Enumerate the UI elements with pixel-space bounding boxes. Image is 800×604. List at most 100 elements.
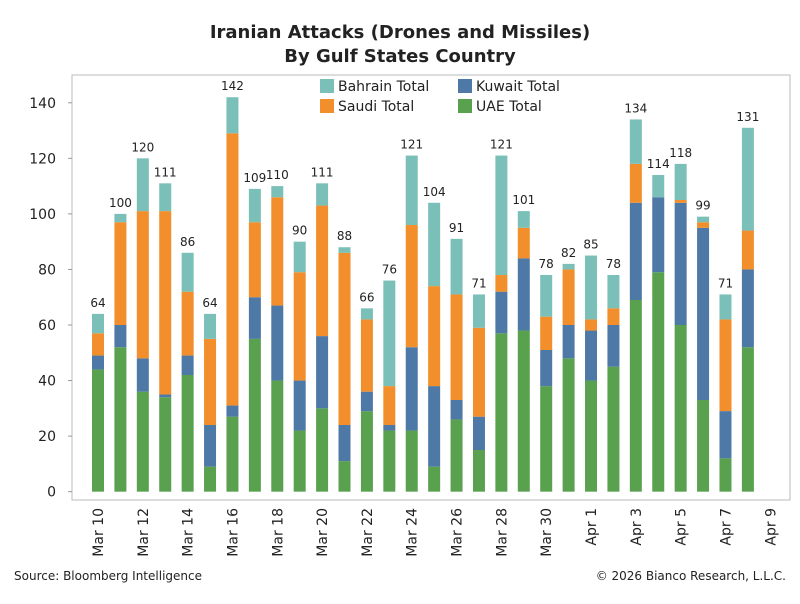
- bar-segment: [383, 280, 396, 387]
- chart-title: Iranian Attacks (Drones and Missiles): [210, 22, 590, 43]
- bar-segment: [405, 430, 418, 492]
- bar-segment: [383, 430, 396, 492]
- bar-segment: [517, 227, 530, 259]
- x-tick-label: Mar 10: [91, 508, 107, 557]
- legend-swatch: [320, 79, 334, 93]
- legend-label: Saudi Total: [338, 99, 414, 115]
- total-label: 111: [311, 165, 334, 179]
- bar-segment: [652, 197, 665, 273]
- bar-segment: [136, 211, 149, 359]
- total-label: 66: [359, 290, 374, 304]
- legend-swatch: [458, 99, 472, 113]
- bar-segment: [450, 400, 463, 420]
- y-tick-label: 120: [29, 151, 56, 167]
- bar-segment: [136, 391, 149, 492]
- bar-segment: [293, 380, 306, 431]
- bar-segment: [741, 230, 754, 270]
- x-tick-label: Apr 5: [674, 508, 690, 546]
- bar-segment: [204, 313, 217, 339]
- bar-segment: [719, 319, 732, 412]
- bar-segment: [741, 269, 754, 348]
- bar-segment: [719, 458, 732, 492]
- y-tick-label: 20: [38, 429, 56, 445]
- bar-segment: [181, 375, 194, 492]
- total-label: 71: [718, 276, 733, 290]
- bar-segment: [360, 308, 373, 320]
- total-label: 101: [512, 193, 535, 207]
- bar-segment: [428, 202, 441, 287]
- bar-segment: [428, 386, 441, 467]
- bar-segment: [629, 202, 642, 300]
- bar-segment: [517, 258, 530, 331]
- bar-segment: [226, 405, 239, 417]
- bar-segment: [271, 380, 284, 492]
- bar-segment: [562, 325, 575, 359]
- bar-segment: [719, 294, 732, 320]
- bar-segment: [204, 466, 217, 492]
- bar-segment: [450, 419, 463, 492]
- bar-segment: [181, 355, 194, 375]
- bar-segment: [383, 386, 396, 425]
- bar-segment: [248, 222, 261, 298]
- bar-segment: [360, 411, 373, 492]
- x-tick-label: Mar 12: [136, 508, 152, 557]
- plot-frame: [71, 74, 791, 501]
- bar-segment: [607, 366, 620, 492]
- bar-segment: [629, 300, 642, 492]
- bar-segment: [226, 133, 239, 406]
- bar-segment: [607, 308, 620, 325]
- bar-segment: [92, 355, 104, 370]
- total-label: 100: [109, 196, 132, 210]
- x-tick-label: Apr 3: [629, 508, 645, 546]
- total-label: 121: [490, 138, 513, 152]
- bar-segment: [741, 347, 754, 492]
- bar-segment: [338, 425, 351, 462]
- bar-segment: [540, 275, 553, 317]
- bar-segment: [540, 350, 553, 387]
- bar-segment: [114, 347, 127, 492]
- bar-segment: [293, 241, 306, 273]
- bar-segment: [719, 411, 732, 459]
- bar-segment: [585, 330, 598, 381]
- bar-segment: [360, 319, 373, 392]
- bar-segment: [405, 225, 418, 348]
- bar-segment: [204, 338, 217, 425]
- y-tick-label: 140: [29, 96, 56, 112]
- bar-segment: [697, 227, 710, 400]
- y-tick-label: 40: [38, 374, 56, 390]
- legend-swatch: [320, 99, 334, 113]
- bar-segment: [136, 358, 149, 392]
- bar-segment: [181, 252, 194, 292]
- legend-swatch: [458, 79, 472, 93]
- x-tick-label: Apr 7: [718, 508, 734, 546]
- total-label: 85: [583, 238, 598, 252]
- chart-subtitle: By Gulf States Country: [284, 46, 516, 67]
- bar-segment: [271, 305, 284, 381]
- bar-segment: [674, 202, 687, 325]
- total-label: 118: [669, 146, 692, 160]
- y-tick-label: 0: [47, 485, 56, 501]
- y-tick-label: 80: [38, 262, 56, 278]
- bar-segment: [652, 272, 665, 492]
- bar-segment: [159, 211, 172, 395]
- bar-segment: [585, 319, 598, 331]
- bar-segment: [697, 222, 710, 228]
- total-label: 86: [180, 235, 195, 249]
- bar-segment: [472, 450, 485, 492]
- bar-segment: [405, 347, 418, 431]
- total-label: 142: [221, 79, 244, 93]
- bar-segment: [316, 408, 329, 492]
- total-label: 78: [606, 257, 621, 271]
- total-label: 104: [423, 185, 446, 199]
- bar-segment: [338, 461, 351, 492]
- bar-segment: [316, 205, 329, 337]
- x-tick-label: Mar 30: [539, 508, 555, 557]
- bar-segment: [204, 425, 217, 467]
- bar-segment: [114, 325, 127, 348]
- bar-segment: [517, 330, 530, 492]
- bar-segment: [159, 394, 172, 398]
- bar-segment: [562, 263, 575, 270]
- total-label: 131: [736, 110, 759, 124]
- bar-segment: [607, 325, 620, 367]
